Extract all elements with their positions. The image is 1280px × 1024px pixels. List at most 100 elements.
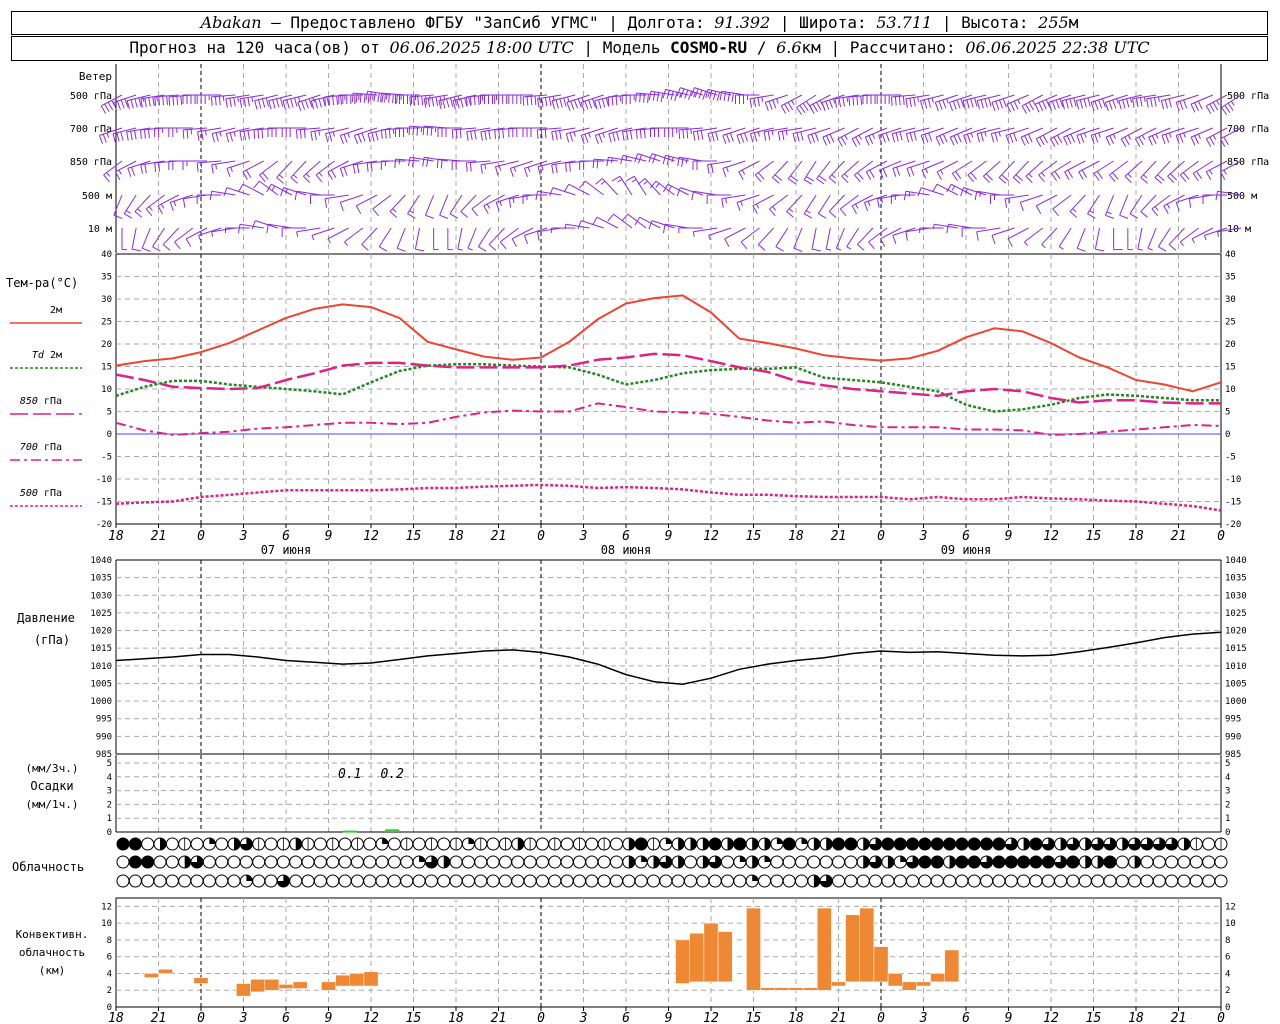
wind-barb-feather: [676, 87, 681, 97]
wind-barb: [339, 194, 363, 212]
wind-barb: [862, 94, 887, 104]
wind-barb: [451, 127, 477, 139]
wind-barb-feather: [176, 96, 179, 106]
cloud-title: Облачность: [12, 860, 84, 874]
wind-barb: [126, 94, 151, 110]
wind-barb-feather: [976, 231, 979, 241]
wind-barb: [551, 94, 576, 110]
wind-barb: [635, 92, 661, 104]
wind-barb: [1157, 227, 1171, 252]
cloud-cover-circle: [782, 855, 796, 869]
wind-barb-half-feather: [457, 95, 460, 101]
wind-barb: [634, 216, 661, 229]
wind-barb-feather: [935, 136, 941, 146]
wind-barb-staff: [141, 227, 151, 249]
wind-barb-feather: [134, 211, 143, 218]
wind-barb-staff: [276, 160, 293, 178]
wind-barb-feather: [921, 169, 927, 179]
wind-barb-feather: [1175, 135, 1180, 145]
wind-barb-feather: [1015, 174, 1024, 181]
header-model-res: 6.6: [776, 38, 802, 57]
wind-barb-feather: [812, 103, 818, 113]
wind-barb-feather: [359, 93, 362, 103]
wind-barb: [310, 127, 335, 141]
wind-barb-staff: [786, 194, 803, 212]
wind-barb-staff: [340, 160, 363, 169]
wind-barb-feather: [851, 205, 857, 214]
cloud-cover-outline: [585, 837, 599, 851]
wind-barb-feather: [1175, 202, 1180, 212]
wind-barb-feather: [272, 99, 276, 109]
cloud-cover-fill: [764, 856, 771, 862]
conv-hour-label: 6: [282, 1011, 290, 1024]
cloud-cover-outline: [1017, 874, 1031, 888]
wind-barb: [1191, 227, 1214, 244]
wind-barb-half-feather: [271, 185, 276, 191]
wind-barb-half-feather: [908, 191, 911, 197]
wind-barb: [365, 90, 392, 103]
wind-barb-staff: [667, 183, 689, 196]
wind-barb: [113, 194, 123, 219]
conv-hour-label: 0: [197, 1011, 205, 1024]
cloud-cover-circle: [869, 855, 883, 869]
wind-barb-half-feather: [1142, 174, 1148, 179]
conv-hour-label: 6: [622, 1011, 630, 1024]
conv-hour-label: 9: [1005, 1011, 1013, 1024]
cloud-cover-outline: [1041, 874, 1055, 888]
wind-barb-feather: [970, 98, 974, 108]
cloud-cover-circle: [338, 837, 352, 851]
cloud-cover-outline: [684, 855, 698, 869]
wind-barb: [378, 227, 392, 252]
wind-barb-feather: [848, 96, 851, 106]
cloud-cover-circle: [350, 855, 364, 869]
temp-legend-prefix: 500: [20, 488, 44, 499]
cloud-cover-circle: [1017, 855, 1031, 869]
wind-barb-staff: [879, 160, 902, 171]
wind-barb-feather: [294, 97, 298, 107]
cloud-cover-fill: [665, 838, 672, 844]
wind-barb-feather: [712, 91, 717, 101]
cloud-cover-outline: [387, 874, 401, 888]
cloud-cover-outline: [264, 874, 278, 888]
wind-barb-feather: [938, 100, 943, 110]
cloud-cover-outline: [535, 874, 549, 888]
cloud-cover-outline: [338, 874, 352, 888]
wind-barb: [447, 228, 453, 251]
cloud-cover-outline: [696, 874, 710, 888]
wind-barb-half-feather: [761, 96, 764, 102]
cloud-cover-fill: [635, 838, 648, 850]
wind-barb: [648, 153, 675, 164]
cloud-cover-outline: [572, 874, 586, 888]
wind-barb-feather: [559, 130, 562, 140]
cloud-cover-outline: [276, 855, 290, 869]
wind-barb-staff: [449, 194, 463, 214]
wind-barb-feather: [868, 241, 875, 250]
cloud-cover-circle: [461, 874, 475, 888]
cloud-cover-circle: [363, 874, 377, 888]
cloud-cover-fill: [980, 856, 993, 868]
wind-barb-feather: [913, 131, 917, 141]
wind-barb-feather: [1104, 102, 1109, 112]
wind-barb-staff: [311, 227, 335, 236]
wind-barb: [1168, 227, 1185, 251]
cloud-cover-circle: [906, 874, 920, 888]
cloud-cover-circle: [745, 874, 759, 888]
wind-barb-feather: [327, 171, 333, 180]
conv-hour-label: 21: [831, 1011, 847, 1024]
cloud-cover-circle: [758, 837, 772, 851]
wind-barb-feather: [957, 133, 962, 143]
convective-cloud-bar: [916, 981, 931, 987]
wind-barb-feather: [324, 96, 327, 106]
wind-barb-feather: [102, 133, 107, 143]
wind-barb-staff: [857, 227, 874, 245]
wind-barb-half-feather: [233, 131, 236, 137]
wind-barb: [935, 127, 959, 146]
wind-barb-half-feather: [230, 166, 233, 173]
pressure-tick-right: 1040: [1225, 556, 1247, 566]
wind-barb-feather: [355, 93, 358, 103]
temp-hour-label: 0: [197, 529, 205, 544]
wind-barb-staff: [1020, 194, 1043, 203]
cloud-cover-circle: [696, 855, 710, 869]
wind-barb-feather: [196, 162, 199, 172]
